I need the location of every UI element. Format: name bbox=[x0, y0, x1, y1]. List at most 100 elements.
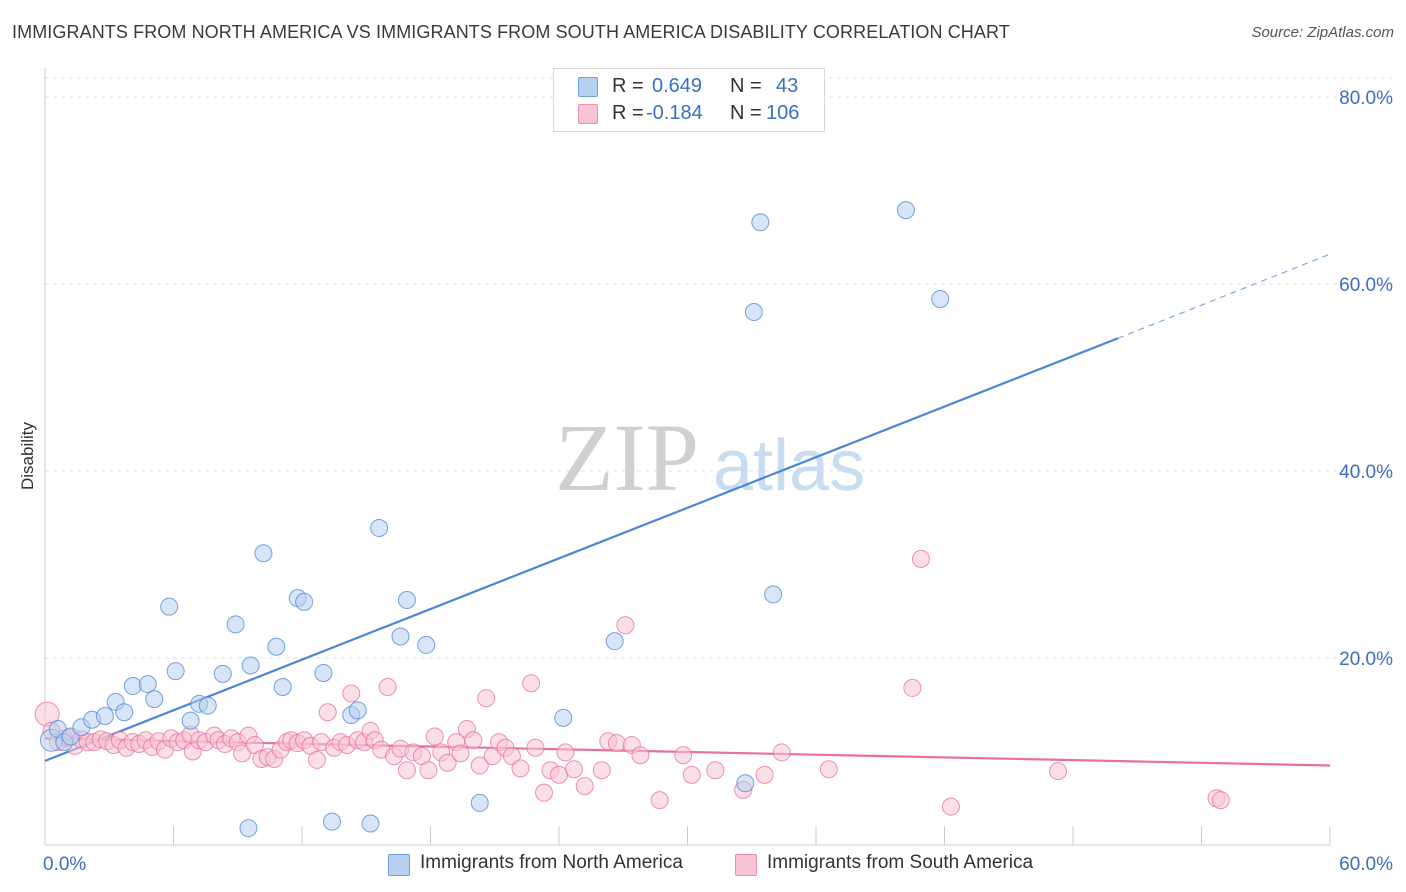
data-point-south-america bbox=[425, 727, 444, 746]
data-point-north-america bbox=[764, 585, 783, 604]
chart-title: IMMIGRANTS FROM NORTH AMERICA VS IMMIGRA… bbox=[12, 22, 1010, 42]
data-point-south-america bbox=[502, 747, 521, 766]
data-point-south-america bbox=[682, 765, 701, 784]
data-point-south-america bbox=[650, 791, 669, 810]
trend-line-north-america-extension bbox=[1117, 253, 1331, 339]
x-tick-label: 0.0% bbox=[43, 854, 86, 875]
legend-r-value: -0.184 bbox=[646, 102, 703, 124]
data-point-south-america bbox=[318, 703, 337, 722]
data-point-south-america bbox=[464, 731, 483, 750]
data-point-south-america bbox=[451, 744, 470, 763]
legend-n-value: 106 bbox=[766, 102, 800, 124]
source-label: Source: ZipAtlas.com bbox=[1251, 24, 1394, 41]
data-point-north-america bbox=[226, 615, 245, 634]
data-point-north-america bbox=[361, 814, 380, 833]
data-point-south-america bbox=[233, 744, 252, 763]
legend-r-label: R = bbox=[612, 102, 644, 124]
y-tick-label: 80.0% bbox=[1339, 88, 1393, 109]
y-axis-label: Disability bbox=[18, 421, 37, 490]
data-point-south-america bbox=[631, 746, 650, 765]
legend-r-value: 0.649 bbox=[652, 75, 703, 97]
data-point-north-america bbox=[273, 677, 292, 696]
data-point-north-america bbox=[736, 774, 755, 793]
watermark-zip: ZIP bbox=[555, 404, 699, 511]
data-point-south-america bbox=[419, 761, 438, 780]
data-point-south-america bbox=[575, 777, 594, 796]
data-point-south-america bbox=[511, 759, 530, 778]
data-point-south-america bbox=[755, 765, 774, 784]
data-point-north-america bbox=[348, 701, 367, 720]
data-point-south-america bbox=[535, 783, 554, 802]
y-tick-label: 60.0% bbox=[1339, 275, 1393, 296]
data-point-north-america bbox=[322, 812, 341, 831]
data-point-north-america bbox=[115, 703, 134, 722]
legend-swatch-pink bbox=[578, 104, 598, 124]
data-point-south-america bbox=[556, 743, 575, 762]
data-point-south-america bbox=[550, 765, 568, 784]
data-point-south-america bbox=[1211, 791, 1230, 810]
data-point-south-america bbox=[706, 761, 725, 780]
y-tick-label: 40.0% bbox=[1339, 462, 1393, 483]
data-point-south-america bbox=[674, 746, 693, 765]
y-tick-label: 20.0% bbox=[1339, 649, 1393, 670]
data-point-south-america bbox=[522, 674, 541, 693]
series-north-america-points bbox=[39, 201, 950, 838]
legend-n-value: 43 bbox=[776, 75, 799, 97]
data-point-south-america bbox=[438, 753, 457, 772]
grid-lines bbox=[45, 77, 1392, 659]
data-point-north-america bbox=[931, 289, 950, 308]
data-point-north-america bbox=[391, 627, 410, 646]
x-tick-label: 60.0% bbox=[1339, 854, 1393, 875]
legend-n-label: N = bbox=[730, 102, 762, 124]
data-point-north-america bbox=[123, 677, 142, 696]
data-point-north-america bbox=[254, 544, 273, 563]
data-point-south-america bbox=[911, 549, 930, 568]
data-point-north-america bbox=[160, 597, 179, 616]
legend-n-label: N = bbox=[730, 75, 762, 97]
data-point-south-america bbox=[307, 750, 326, 769]
bottom-legend-label: Immigrants from South America bbox=[767, 852, 1034, 873]
data-point-north-america bbox=[751, 213, 770, 232]
data-point-north-america bbox=[554, 708, 573, 727]
data-point-south-america bbox=[378, 677, 397, 696]
data-point-south-america bbox=[772, 743, 791, 762]
data-point-north-america bbox=[470, 793, 489, 812]
data-point-north-america bbox=[95, 706, 114, 725]
series-south-america-points bbox=[34, 549, 1230, 816]
watermark: ZIP atlas bbox=[555, 404, 865, 511]
data-point-north-america bbox=[213, 664, 232, 683]
data-point-south-america bbox=[607, 734, 626, 753]
bottom-legend-swatch-blue bbox=[388, 854, 410, 876]
bottom-legend-swatch-pink bbox=[735, 854, 757, 876]
data-point-south-america bbox=[1049, 762, 1068, 781]
data-point-north-america bbox=[605, 632, 624, 651]
legend-r-label: R = bbox=[612, 75, 644, 97]
data-point-north-america bbox=[267, 637, 286, 656]
data-point-north-america bbox=[138, 675, 157, 694]
data-point-south-america bbox=[819, 760, 838, 779]
data-point-north-america bbox=[198, 696, 217, 715]
data-point-south-america bbox=[941, 797, 960, 816]
data-point-north-america bbox=[241, 656, 260, 675]
bottom-legend-label: Immigrants from North America bbox=[420, 852, 683, 873]
data-point-south-america bbox=[903, 678, 922, 697]
data-point-south-america bbox=[592, 761, 611, 780]
data-point-south-america bbox=[526, 738, 545, 757]
data-point-south-america bbox=[477, 689, 496, 708]
data-point-south-america bbox=[342, 684, 361, 703]
data-point-north-america bbox=[314, 663, 333, 682]
data-point-north-america bbox=[239, 819, 258, 838]
data-point-north-america bbox=[417, 635, 436, 654]
stats-legend: R = 0.649 N = 43 R = -0.184 N = 106 bbox=[553, 68, 825, 132]
data-point-south-america bbox=[564, 760, 583, 779]
data-point-north-america bbox=[370, 519, 389, 538]
data-point-south-america bbox=[470, 756, 489, 775]
data-point-north-america bbox=[181, 711, 200, 730]
watermark-atlas: atlas bbox=[713, 426, 865, 506]
data-point-north-america bbox=[145, 690, 164, 709]
data-point-south-america bbox=[397, 761, 416, 780]
data-point-south-america bbox=[616, 616, 635, 635]
data-point-north-america bbox=[896, 201, 915, 220]
tick-labels: 20.0% 40.0% 60.0% 80.0% 0.0% 60.0% bbox=[43, 88, 1393, 875]
